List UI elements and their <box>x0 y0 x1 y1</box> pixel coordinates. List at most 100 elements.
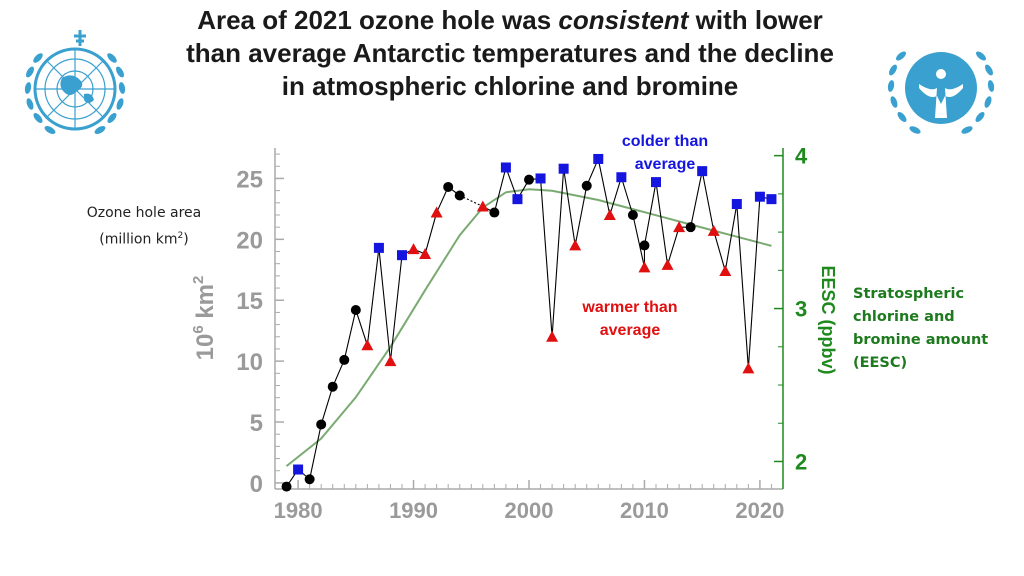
colder-marker <box>512 194 523 205</box>
ozone-connector <box>389 255 403 362</box>
average-marker <box>489 207 500 218</box>
y-tick-label: 15 <box>236 288 263 315</box>
ozone-connector <box>539 178 553 337</box>
average-marker <box>581 180 592 191</box>
ozone-area-label: Ozone hole area (million km2) <box>64 202 224 252</box>
unep-logo-icon <box>887 51 995 134</box>
average-marker <box>281 481 292 492</box>
warmer-marker <box>430 206 443 218</box>
title-part-2: with lower than average Antarctic temper… <box>186 5 834 101</box>
warmer-marker <box>603 208 616 220</box>
y-axis-title: 106 km2 <box>190 276 219 361</box>
y2-tick-label: 2 <box>795 449 807 474</box>
colder-marker <box>593 153 604 164</box>
colder-marker <box>651 177 661 188</box>
average-marker <box>327 381 338 392</box>
y2-tick-label: 3 <box>795 297 807 322</box>
warmer-marker <box>707 224 720 236</box>
colder-marker <box>373 242 384 253</box>
average-marker <box>454 190 465 201</box>
colder-marker <box>616 172 627 183</box>
ozone-connector <box>366 247 380 346</box>
warmer-marker <box>407 243 420 255</box>
average-marker <box>339 354 350 365</box>
ozone-connector <box>667 226 680 266</box>
warmer-marker <box>742 362 755 374</box>
colder-marker <box>397 250 407 261</box>
ozone-connector <box>736 203 749 369</box>
average-marker <box>627 209 638 220</box>
ozone-area-label-line2: (million km2) <box>99 231 189 248</box>
ozone-connector <box>643 182 657 246</box>
y2-axis-title: EESC (ppbv) <box>818 265 838 374</box>
ozone-connector <box>747 196 761 369</box>
chart-title: Area of 2021 ozone hole was consistent w… <box>180 4 840 103</box>
warmer-marker <box>569 239 582 251</box>
colder-marker <box>766 194 777 205</box>
x-tick-label: 2020 <box>735 498 784 523</box>
colder-marker <box>500 162 511 173</box>
warmer-marker <box>476 200 489 212</box>
ozone-connector <box>309 424 322 480</box>
ozone-area-label-line1: Ozone hole area <box>86 205 202 221</box>
average-marker <box>685 222 696 233</box>
ozone-connector <box>620 177 634 216</box>
colder-marker <box>754 191 765 202</box>
eesc-description-label: Stratospheric chlorine and bromine amoun… <box>853 286 989 371</box>
ozone-connector <box>493 167 507 213</box>
average-marker <box>304 474 315 485</box>
ozone-connector <box>574 185 588 246</box>
warmer-marker <box>638 261 651 273</box>
ozone-connector <box>424 212 438 255</box>
ozone-connector <box>724 203 738 272</box>
eesc-line <box>285 188 772 467</box>
ozone-connector <box>690 171 703 228</box>
average-marker <box>639 240 650 251</box>
ozone-connector <box>378 247 392 362</box>
average-marker <box>524 174 534 185</box>
colder-marker <box>535 173 546 184</box>
ozone-connector <box>320 386 334 425</box>
y-tick-label: 5 <box>250 410 263 437</box>
warmer-marker <box>384 355 397 367</box>
x-tick-label: 2010 <box>620 498 669 523</box>
ozone-connector <box>597 158 611 216</box>
title-emphasis: consistent <box>558 5 689 35</box>
colder-than-average-note: colder than average <box>621 133 709 173</box>
colder-marker <box>731 199 742 210</box>
title-part-1: Area of 2021 ozone hole was <box>197 5 559 35</box>
y2-tick-label: 4 <box>795 144 808 169</box>
warmer-marker <box>673 221 686 233</box>
warmer-marker <box>419 247 432 259</box>
average-marker <box>316 419 327 430</box>
ozone-connector <box>505 167 518 200</box>
x-tick-label: 2000 <box>505 498 554 523</box>
ozone-connector <box>343 309 357 361</box>
colder-marker <box>697 166 708 177</box>
y-tick-label: 10 <box>236 349 263 376</box>
warmer-marker <box>361 339 374 351</box>
ozone-connector <box>655 182 669 265</box>
y-tick-label: 0 <box>250 471 263 498</box>
ozone-connector <box>701 171 715 231</box>
x-tick-label: 1990 <box>389 498 438 523</box>
colder-marker <box>558 163 569 174</box>
y-tick-label: 20 <box>236 227 263 254</box>
y-tick-label: 25 <box>236 166 263 193</box>
warmer-marker <box>719 265 732 277</box>
ozone-connector <box>551 168 565 337</box>
wmo-logo-icon <box>24 30 126 134</box>
ozone-connector <box>563 168 576 246</box>
warmer-marker <box>546 330 559 342</box>
warmer-than-average-note: warmer than average <box>582 299 678 339</box>
ozone-connector <box>632 214 645 268</box>
ozone-connector <box>355 309 368 346</box>
warmer-marker <box>661 258 674 270</box>
ozone-connector <box>609 177 622 216</box>
average-marker <box>350 304 361 315</box>
average-marker <box>443 181 454 192</box>
ozone-connector <box>713 230 726 272</box>
colder-marker <box>293 464 304 475</box>
x-tick-label: 1980 <box>274 498 323 523</box>
